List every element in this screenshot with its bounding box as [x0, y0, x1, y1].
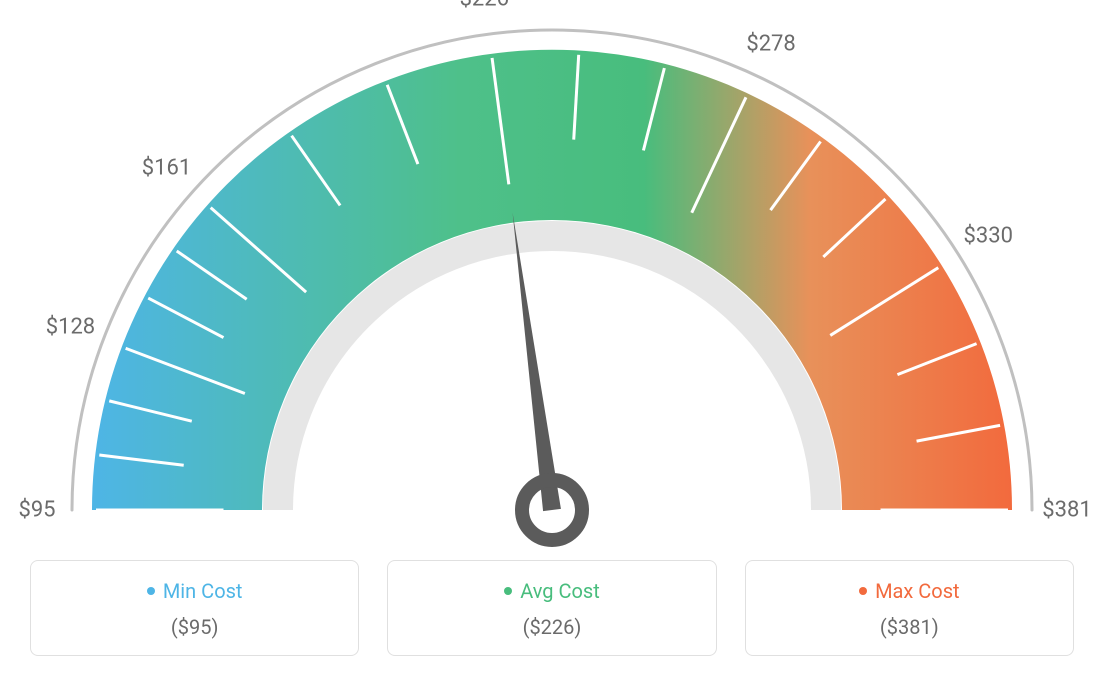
gauge-tick-label: $381 — [1042, 498, 1091, 523]
gauge-chart: $95 $128 $161 $226 $278 $330 $381 — [0, 0, 1104, 560]
legend-row: Min Cost ($95) Avg Cost ($226) Max Cost … — [0, 560, 1104, 656]
gauge-tick-label: $95 — [18, 498, 55, 523]
gauge-tick-label: $161 — [142, 156, 191, 181]
legend-title-max: Max Cost — [859, 579, 960, 603]
gauge-tick-label: $128 — [46, 315, 95, 340]
legend-value-avg: ($226) — [398, 615, 705, 639]
gauge-tick-label: $278 — [746, 31, 795, 56]
legend-value-min: ($95) — [41, 615, 348, 639]
legend-title-avg: Avg Cost — [504, 579, 600, 603]
legend-value-max: ($381) — [756, 615, 1063, 639]
legend-card-max: Max Cost ($381) — [745, 560, 1074, 656]
gauge-tick-label: $330 — [964, 224, 1013, 249]
legend-card-avg: Avg Cost ($226) — [387, 560, 716, 656]
gauge-tick-label: $226 — [460, 0, 509, 12]
legend-title-min: Min Cost — [147, 579, 243, 603]
gauge-svg — [0, 0, 1104, 560]
legend-card-min: Min Cost ($95) — [30, 560, 359, 656]
